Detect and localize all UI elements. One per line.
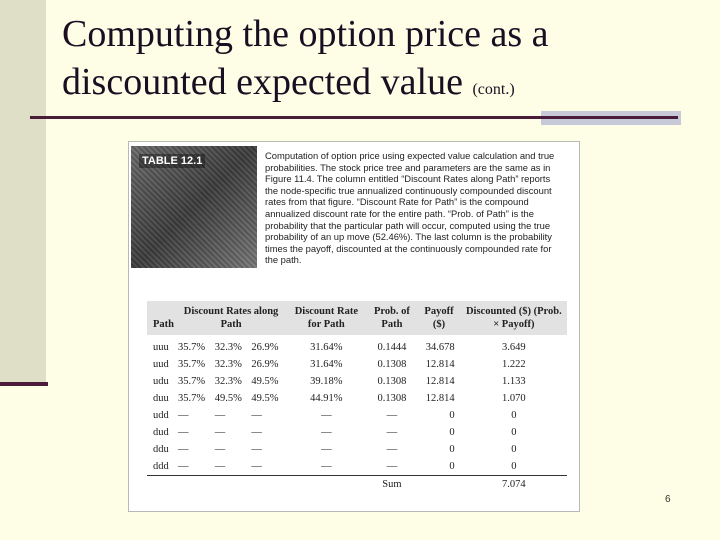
table-cell-prob: 0.1308 [377, 376, 407, 387]
table-cell-r2: — [214, 461, 226, 472]
table-row: uuu 35.7% 32.3% 26.9% 31.64% 0.1444 34.678 3.64… [147, 335, 567, 356]
table-cell-path: udd [153, 410, 169, 421]
table-cell-payoff: 12.814 [425, 393, 455, 404]
table-cell-rate: 31.64% [310, 342, 343, 353]
table-cell-r2: 32.3% [214, 376, 242, 387]
table-cell-disc: 1.222 [502, 359, 526, 370]
table-badge: TABLE 12.1 [131, 146, 257, 268]
title-suffix: (cont.) [472, 81, 515, 98]
table-cell-prob: — [386, 461, 398, 472]
table-cell-r3: 49.5% [251, 376, 279, 387]
table-row: ddu — — — — — 0 0 [147, 441, 567, 458]
table-cell-rate: 44.91% [310, 393, 343, 404]
title-line-1: Computing the option price as a [62, 13, 549, 55]
table-row: ddd — — — — — 0 0 [147, 458, 567, 476]
table-header-row: Path Discount Rates along Path Discount … [147, 301, 567, 335]
slide-title: Computing the option price as a discount… [62, 10, 549, 114]
left-accent-bar [0, 0, 46, 386]
table-cell-path: uud [153, 359, 169, 370]
table-cell-prob: — [386, 410, 398, 421]
table-cell-disc: 0 [511, 410, 517, 421]
table-cell-path: dud [153, 427, 169, 438]
header-discount-rate-path: Discount Rate for Path [286, 301, 367, 335]
table-badge-label: TABLE 12.1 [139, 154, 206, 168]
table-body: uuu 35.7% 32.3% 26.9% 31.64% 0.1444 34.678 3.64… [147, 335, 567, 476]
table-cell-payoff: 12.814 [425, 359, 455, 370]
table-cell-path: ddu [153, 444, 169, 455]
table-cell-r2: 49.5% [214, 393, 242, 404]
title-line-2: discounted expected value (cont.) [62, 58, 549, 114]
table-cell-r2: — [214, 410, 226, 421]
table-cell-payoff: 12.814 [425, 376, 455, 387]
table-cell-prob: 0.1308 [377, 359, 407, 370]
header-prob-path: Prob. of Path [366, 301, 418, 335]
header-payoff: Payoff ($) [417, 301, 461, 335]
table-cell-r2: 32.3% [214, 359, 242, 370]
table-cell-path: udu [153, 376, 169, 387]
sum-value: 7.074 [460, 475, 567, 494]
table-cell-r1: — [178, 410, 189, 421]
table-cell-r1: 35.7% [178, 342, 206, 353]
table-cell-disc: 0 [511, 427, 517, 438]
table-figure: TABLE 12.1 Computation of option price u… [128, 141, 580, 512]
table-row: udu 35.7% 32.3% 49.5% 39.18% 0.1308 12.814 1.13… [147, 373, 567, 390]
table-cell-rate: — [321, 410, 332, 421]
table-cell-r2: — [214, 444, 226, 455]
table-cell-payoff: 34.678 [425, 342, 455, 353]
table-cell-prob: — [386, 444, 398, 455]
table-cell-r3: — [251, 461, 262, 472]
table-cell-disc: 3.649 [502, 342, 526, 353]
header-path: Path [147, 301, 176, 335]
table-cell-r1: 35.7% [178, 359, 206, 370]
table-cell-disc: 1.070 [502, 393, 526, 404]
header-discounted: Discounted ($) (Prob. × Payoff) [460, 301, 567, 335]
table-cell-r3: — [251, 410, 262, 421]
table-cell-payoff: 0 [449, 444, 455, 455]
table-sum-row: Sum 7.074 [147, 475, 567, 494]
table-row: udd — — — — — 0 0 [147, 407, 567, 424]
table-cell-r3: 49.5% [251, 393, 279, 404]
left-accent-base [0, 382, 48, 386]
title-line-2-text: discounted expected value [62, 61, 463, 103]
table-row: duu 35.7% 49.5% 49.5% 44.91% 0.1308 12.814 1.07… [147, 390, 567, 407]
table-cell-path: uuu [153, 342, 169, 353]
table-cell-r1: — [178, 461, 189, 472]
table-cell-r1: — [178, 444, 189, 455]
table-cell-r3: 26.9% [251, 342, 279, 353]
table-cell-path: ddd [153, 461, 169, 472]
table-cell-r2: — [214, 427, 226, 438]
table-row: dud — — — — — 0 0 [147, 424, 567, 441]
table-cell-r2: 32.3% [214, 342, 242, 353]
header-discount-rates: Discount Rates along Path [176, 301, 287, 335]
option-price-table: Path Discount Rates along Path Discount … [147, 301, 567, 494]
table-cell-disc: 0 [511, 444, 517, 455]
table-cell-disc: 1.133 [502, 376, 526, 387]
table-cell-r1: 35.7% [178, 393, 206, 404]
table-cell-rate: — [321, 427, 332, 438]
sum-label: Sum [366, 475, 418, 494]
table-cell-disc: 0 [511, 461, 517, 472]
table-cell-r3: — [251, 444, 262, 455]
table-cell-rate: 39.18% [310, 376, 343, 387]
table-cell-payoff: 0 [449, 410, 455, 421]
table-cell-rate: 31.64% [310, 359, 343, 370]
title-rule [30, 116, 678, 119]
table-cell-r3: — [251, 427, 262, 438]
table-cell-r1: — [178, 427, 189, 438]
table-cell-r1: 35.7% [178, 376, 206, 387]
table-row: uud 35.7% 32.3% 26.9% 31.64% 0.1308 12.814 1.22… [147, 356, 567, 373]
table-cell-payoff: 0 [449, 461, 455, 472]
table-cell-r3: 26.9% [251, 359, 279, 370]
table-cell-path: duu [153, 393, 169, 404]
table-cell-rate: — [321, 444, 332, 455]
table-cell-prob: 0.1308 [377, 393, 407, 404]
table-cell-rate: — [321, 461, 332, 472]
table-cell-prob: 0.1444 [377, 342, 407, 353]
table-caption: Computation of option price using expect… [265, 150, 555, 266]
table-cell-prob: — [386, 427, 398, 438]
table-cell-payoff: 0 [449, 427, 455, 438]
page-number: 6 [665, 494, 671, 505]
